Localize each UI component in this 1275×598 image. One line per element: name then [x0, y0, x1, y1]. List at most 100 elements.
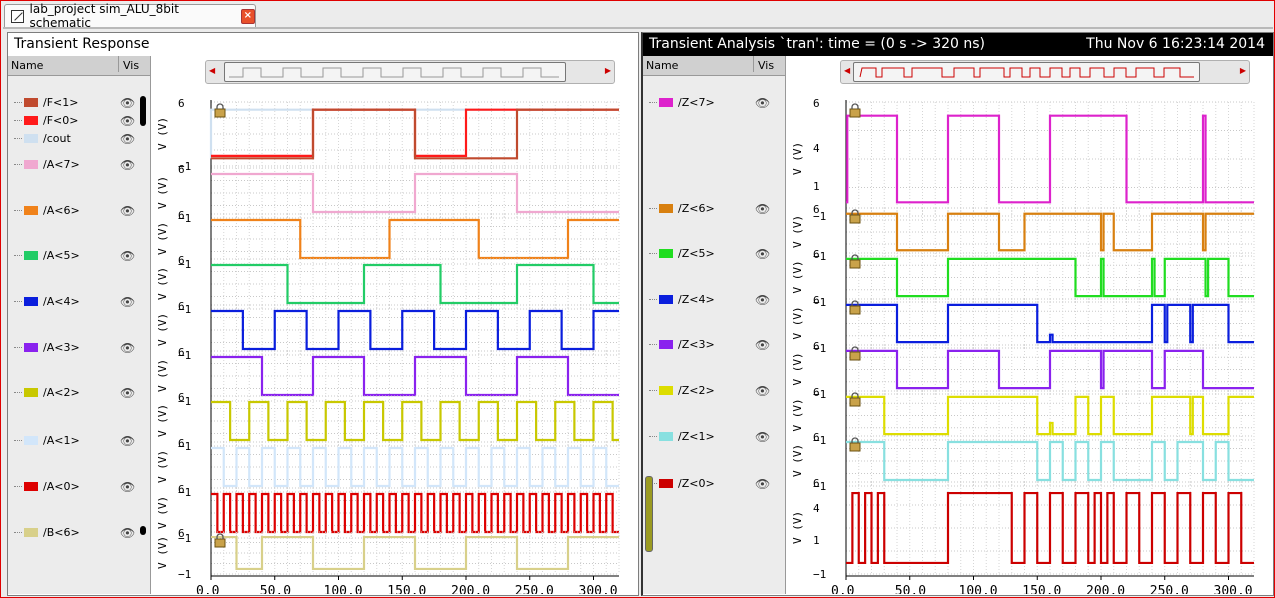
color-swatch[interactable] — [659, 340, 673, 349]
time-scrollbar[interactable]: ◀ ▶ — [840, 60, 1250, 84]
signal-row[interactable]: /Z<2> 👁 — [643, 383, 785, 399]
waveform-trace — [211, 535, 619, 571]
list-scroll-grip[interactable] — [140, 96, 146, 126]
visibility-eye-icon[interactable]: 👁 — [120, 96, 136, 110]
color-swatch[interactable] — [24, 388, 38, 397]
signal-row[interactable]: /A<7> 👁 — [8, 157, 150, 173]
lock-body — [214, 108, 226, 118]
vis-column-header[interactable]: Vis — [118, 56, 139, 72]
signal-row[interactable]: /Z<0> 👁 — [643, 476, 785, 492]
signal-row[interactable]: /F<1> 👁 — [8, 95, 150, 111]
time-scrollbar[interactable]: ◀ ▶ — [205, 60, 615, 84]
color-swatch[interactable] — [659, 98, 673, 107]
visibility-eye-icon[interactable]: 👁 — [755, 247, 771, 261]
right-plot-area[interactable]: ◀ ▶ 6 −1 4 1 V (V) 6 −1 V (V) 6 −1 V (V) 6 −1 V (V) 6−… — [786, 56, 1272, 594]
scroll-right-icon[interactable]: ▶ — [1239, 66, 1246, 75]
color-swatch[interactable] — [24, 528, 38, 537]
schematic-tab[interactable]: lab_project sim_ALU_8bit schematic × — [4, 2, 256, 30]
visibility-eye-icon[interactable]: 👁 — [120, 341, 136, 355]
lock-icon — [849, 103, 861, 118]
signal-row[interactable]: /A<1> 👁 — [8, 433, 150, 449]
y-axis-label: V (V) — [791, 260, 804, 293]
tree-connector — [649, 208, 657, 210]
y-tick-label: 6 — [178, 527, 185, 540]
list-scroll-grip-bottom[interactable] — [140, 526, 146, 535]
name-column-header[interactable]: Name — [646, 59, 679, 72]
visibility-eye-icon[interactable]: 👁 — [755, 430, 771, 444]
visibility-eye-icon[interactable]: 👁 — [755, 338, 771, 352]
signal-row[interactable]: /cout 👁 — [8, 131, 150, 147]
y-axis-label: V (V) — [156, 404, 169, 437]
scroll-left-icon[interactable]: ◀ — [209, 66, 216, 75]
lock-body — [849, 259, 861, 269]
visibility-eye-icon[interactable]: 👁 — [755, 96, 771, 110]
signal-name: /Z<4> — [678, 293, 715, 306]
transient-analysis-panel: Transient Analysis `tran': time = (0 s -… — [641, 32, 1274, 596]
color-swatch[interactable] — [659, 204, 673, 213]
color-swatch[interactable] — [659, 432, 673, 441]
color-swatch[interactable] — [24, 251, 38, 260]
signal-row[interactable]: /Z<5> 👁 — [643, 246, 785, 262]
left-plot-area[interactable]: ◀ ▶ 6 −1 V (V) 6 −1 V (V) 6 −1 V (V) 6 −1 V (V) 6 −1 V… — [151, 56, 637, 594]
visibility-eye-icon[interactable]: 👁 — [120, 204, 136, 218]
color-swatch[interactable] — [24, 116, 38, 125]
color-swatch[interactable] — [659, 386, 673, 395]
lock-body — [849, 305, 861, 315]
color-swatch[interactable] — [659, 295, 673, 304]
visibility-eye-icon[interactable]: 👁 — [755, 202, 771, 216]
scroll-thumb[interactable] — [224, 62, 566, 82]
visibility-eye-icon[interactable]: 👁 — [120, 386, 136, 400]
list-scroll-grip[interactable] — [645, 476, 653, 552]
x-tick-label: 0.0 — [196, 584, 219, 594]
visibility-eye-icon[interactable]: 👁 — [120, 295, 136, 309]
color-swatch[interactable] — [24, 343, 38, 352]
close-tab-icon[interactable]: × — [240, 8, 255, 24]
scroll-thumb[interactable] — [853, 62, 1200, 82]
color-swatch[interactable] — [24, 206, 38, 215]
timestamp: Thu Nov 6 16:23:14 2014 — [1086, 36, 1265, 52]
color-swatch[interactable] — [24, 297, 38, 306]
visibility-eye-icon[interactable]: 👁 — [120, 526, 136, 540]
lock-shackle — [851, 103, 859, 109]
color-swatch[interactable] — [24, 436, 38, 445]
signal-row[interactable]: /B<6> 👁 — [8, 525, 150, 541]
visibility-eye-icon[interactable]: 👁 — [755, 293, 771, 307]
signal-row[interactable]: /A<3> 👁 — [8, 340, 150, 356]
visibility-eye-icon[interactable]: 👁 — [120, 132, 136, 146]
signal-row[interactable]: /Z<6> 👁 — [643, 201, 785, 217]
color-swatch[interactable] — [24, 98, 38, 107]
signal-row[interactable]: /Z<3> 👁 — [643, 337, 785, 353]
color-swatch[interactable] — [24, 160, 38, 169]
scroll-left-icon[interactable]: ◀ — [844, 66, 851, 75]
color-swatch[interactable] — [24, 134, 38, 143]
color-swatch[interactable] — [659, 479, 673, 488]
lock-icon — [849, 209, 861, 224]
name-column-header[interactable]: Name — [11, 59, 44, 72]
vis-column-header[interactable]: Vis — [753, 56, 774, 72]
signal-row[interactable]: /F<0> 👁 — [8, 113, 150, 129]
signal-row[interactable]: /A<4> 👁 — [8, 294, 150, 310]
signal-row[interactable]: /Z<1> 👁 — [643, 429, 785, 445]
signal-row[interactable]: /A<2> 👁 — [8, 385, 150, 401]
visibility-eye-icon[interactable]: 👁 — [120, 158, 136, 172]
signal-name: /F<1> — [43, 96, 79, 109]
signal-row[interactable]: /A<0> 👁 — [8, 479, 150, 495]
signal-row[interactable]: /Z<4> 👁 — [643, 292, 785, 308]
color-swatch[interactable] — [24, 482, 38, 491]
visibility-eye-icon[interactable]: 👁 — [755, 384, 771, 398]
signal-row[interactable]: /A<5> 👁 — [8, 248, 150, 264]
visibility-eye-icon[interactable]: 👁 — [120, 434, 136, 448]
visibility-eye-icon[interactable]: 👁 — [120, 249, 136, 263]
color-swatch[interactable] — [659, 249, 673, 258]
visibility-eye-icon[interactable]: 👁 — [120, 480, 136, 494]
visibility-eye-icon[interactable]: 👁 — [120, 114, 136, 128]
signal-name: /A<6> — [43, 204, 80, 217]
signal-row[interactable]: /A<6> 👁 — [8, 203, 150, 219]
y-axis-label: V (V) — [791, 215, 804, 248]
y-tick-label: 6 — [813, 431, 820, 444]
scroll-right-icon[interactable]: ▶ — [604, 66, 611, 75]
signal-row[interactable]: /Z<7> 👁 — [643, 95, 785, 111]
y-tick-label: 4 — [813, 142, 820, 155]
visibility-eye-icon[interactable]: 👁 — [755, 477, 771, 491]
signal-list-header: Name Vis — [8, 56, 150, 76]
